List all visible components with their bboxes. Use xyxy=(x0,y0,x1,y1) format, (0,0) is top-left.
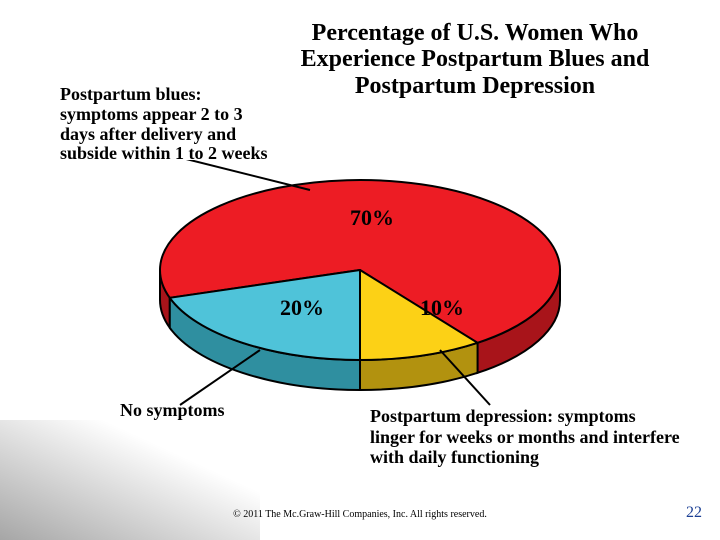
annotation-no-symptoms: No symptoms xyxy=(120,400,225,421)
slice-label: 10% xyxy=(420,295,464,321)
page-number: 22 xyxy=(686,504,702,522)
slice-label: 70% xyxy=(350,205,394,231)
copyright-line: © 2011 The Mc.Graw-Hill Companies, Inc. … xyxy=(0,509,720,520)
pie-chart: 70% 10% 20% xyxy=(140,160,580,390)
annotation-postpartum-depression: Postpartum depression: symptoms linger f… xyxy=(370,406,680,468)
slice-label: 20% xyxy=(280,295,324,321)
annotation-postpartum-blues: Postpartum blues: symptoms appear 2 to 3… xyxy=(60,85,280,164)
chart-title: Percentage of U.S. Women Who Experience … xyxy=(270,20,680,99)
pie-chart-svg xyxy=(140,160,580,420)
corner-gradient xyxy=(0,420,260,540)
